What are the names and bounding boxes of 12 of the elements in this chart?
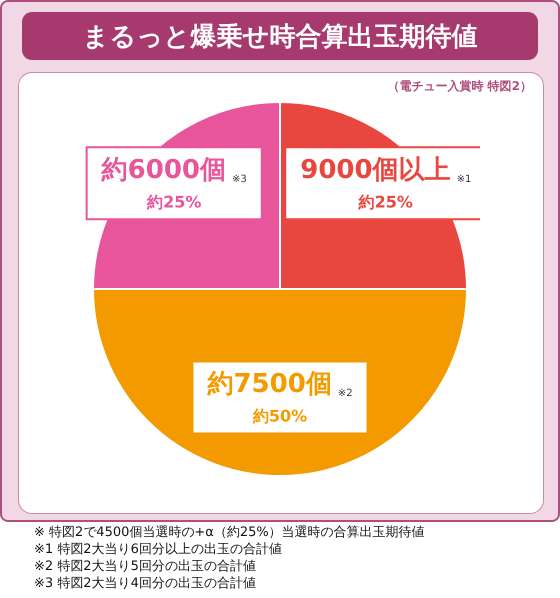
slice-label: 約6000個 ※3 xyxy=(100,154,247,185)
text: ※1 特図2大当り6回分以上の出玉の合計値 xyxy=(34,541,283,558)
text: ※2 特図2大当り5回分の出玉の合計値 xyxy=(34,558,257,575)
data-label: 約25% xyxy=(358,192,413,212)
slice-label: 9000個以上 ※1 xyxy=(300,154,472,185)
text: ※ 特図2で4500個当選時の+α（約25%）当選時の合算出玉期待値 xyxy=(34,524,425,541)
chart-subtitle: （電チュー入賞時 特図2） xyxy=(387,78,532,95)
slice-label: 約7500個 ※2 xyxy=(206,369,353,400)
text: ※3 特図2大当り4回分の出玉の合計値 xyxy=(34,575,257,592)
data-label: 約25% xyxy=(146,192,202,212)
chart-title: まるっと爆乗せ時合算出玉期待値 xyxy=(22,12,538,60)
data-label: 約50% xyxy=(252,406,308,426)
